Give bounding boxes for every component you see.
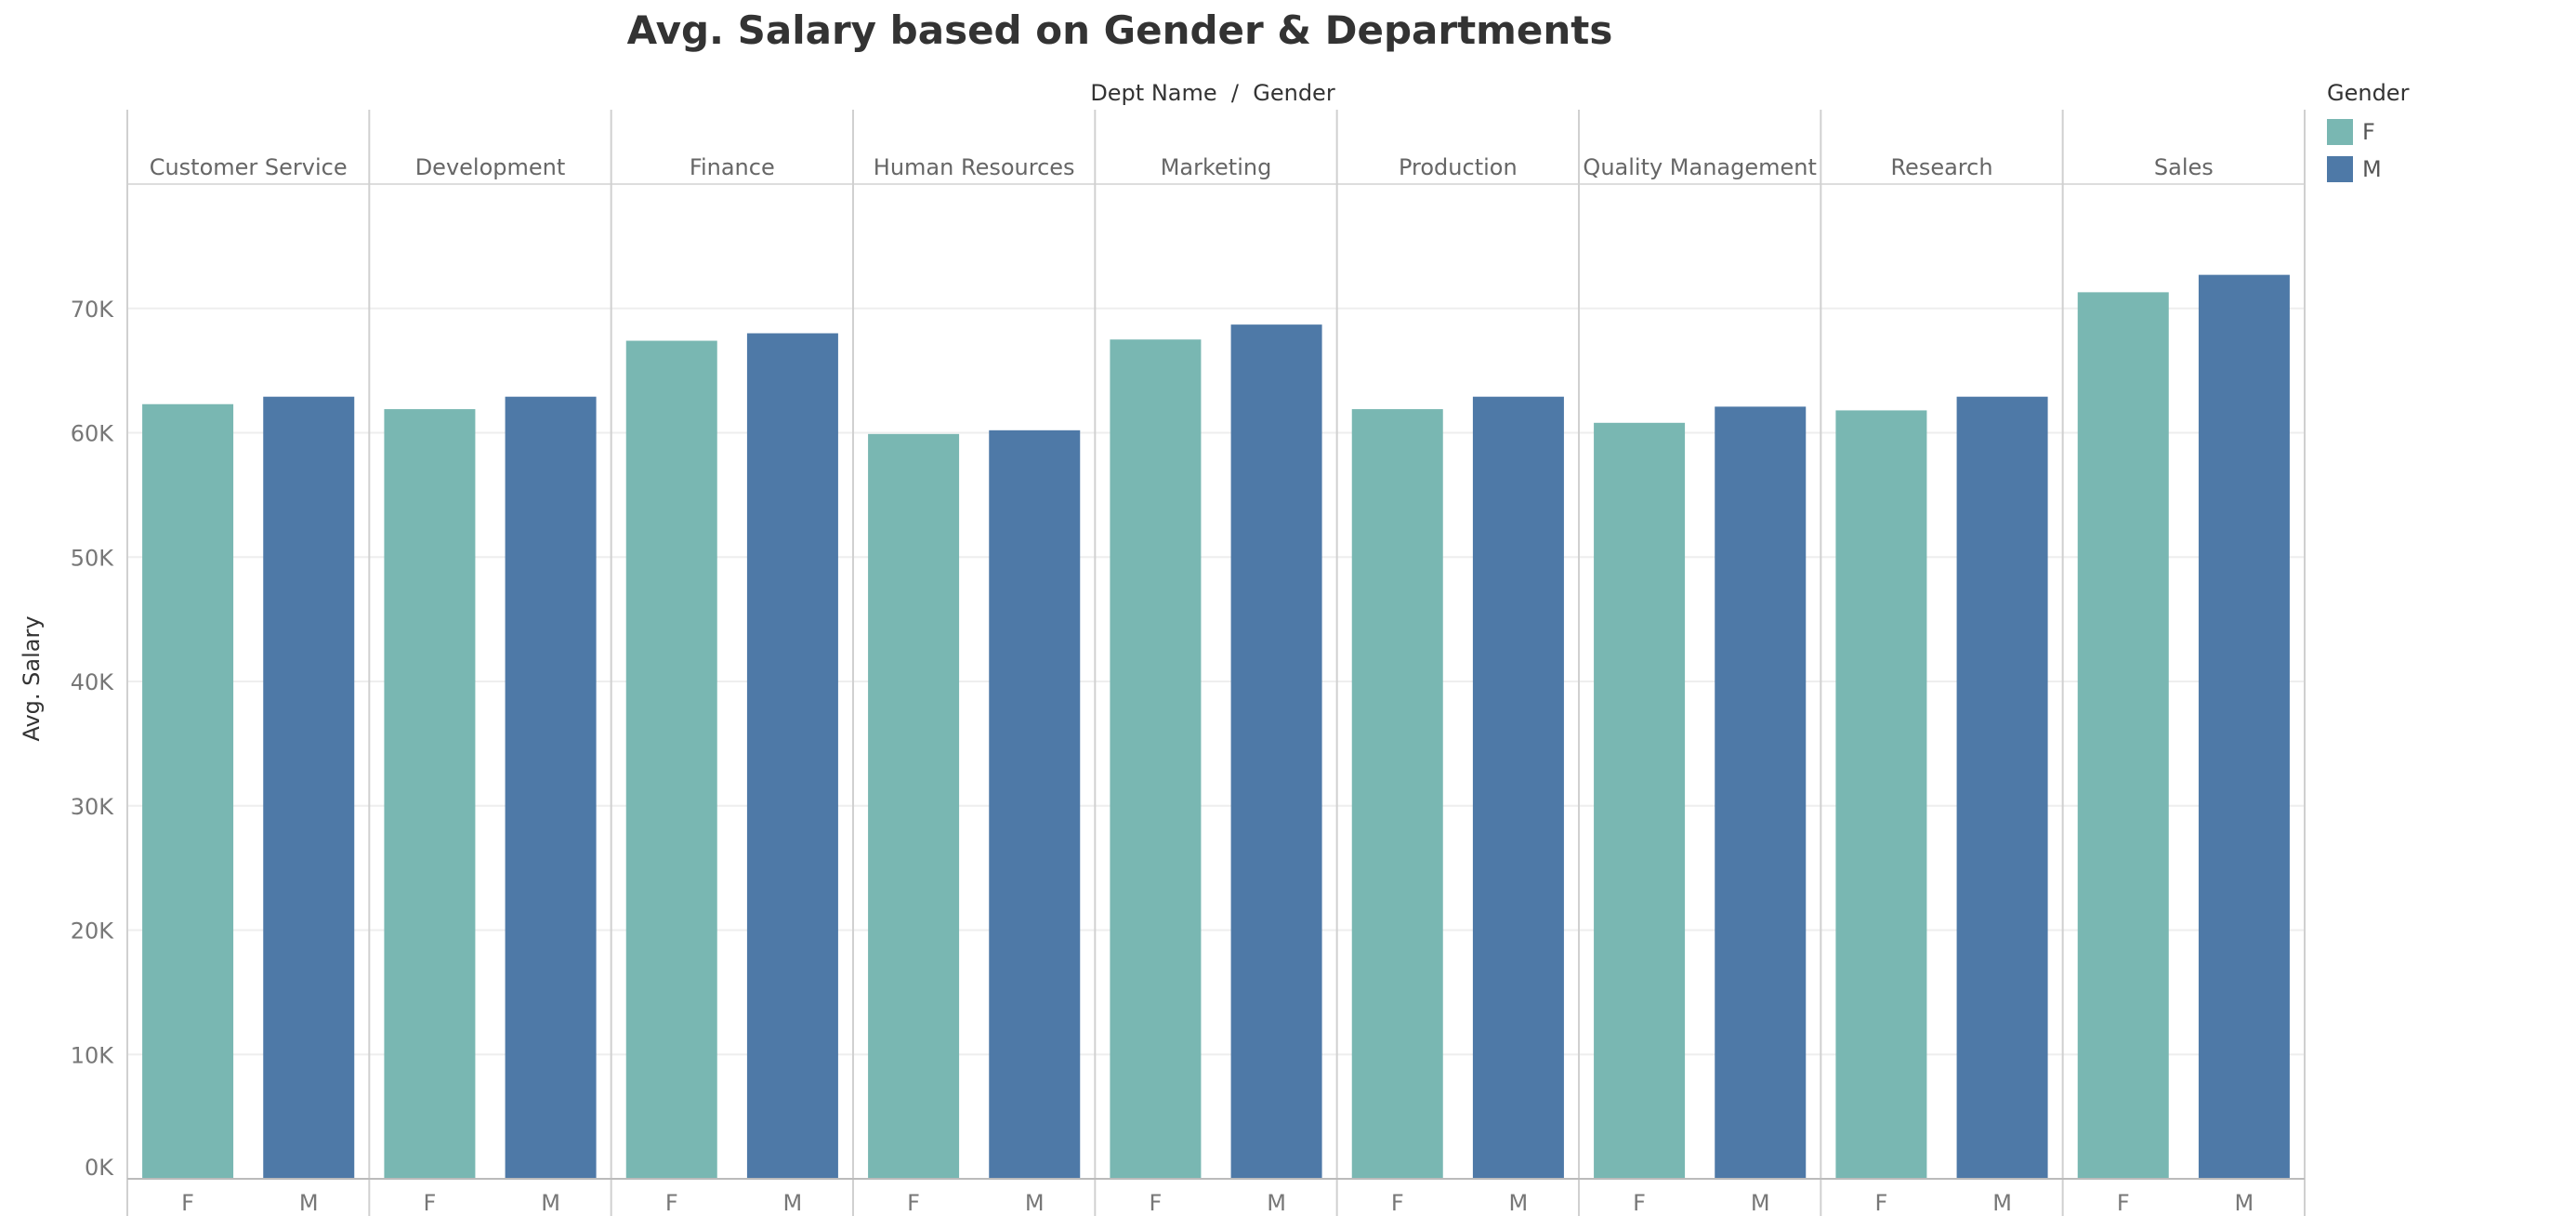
- bar: [746, 333, 838, 1179]
- x-tick-label: F: [424, 1190, 437, 1216]
- y-tick-label: 20K: [71, 919, 115, 945]
- bar: [1956, 396, 2048, 1179]
- x-tick-label: M: [1025, 1190, 1045, 1216]
- header-label: Dept Name / Gender: [1090, 80, 1335, 106]
- x-tick-label: M: [2235, 1190, 2254, 1216]
- bar: [263, 396, 355, 1179]
- dept-header-label: Development: [415, 154, 566, 180]
- bars-layer: [142, 274, 2290, 1180]
- x-tick-label: F: [2117, 1190, 2130, 1216]
- bar: [1110, 339, 1202, 1179]
- bar: [1594, 422, 1686, 1179]
- legend-item-f[interactable]: F: [2327, 113, 2409, 151]
- bar: [625, 340, 717, 1179]
- x-tick-label: F: [1633, 1190, 1646, 1216]
- x-tick-label: F: [181, 1190, 194, 1216]
- bar: [1472, 396, 1564, 1179]
- x-tick-label: F: [1875, 1190, 1888, 1216]
- y-tick-label: 60K: [71, 421, 115, 447]
- x-tick-label: F: [1150, 1190, 1163, 1216]
- legend-item-m[interactable]: M: [2327, 151, 2409, 188]
- dept-header-label: Customer Service: [150, 154, 348, 180]
- x-tick-label: M: [1267, 1190, 1286, 1216]
- y-tick-label: 40K: [71, 669, 115, 695]
- chart-title: Avg. Salary based on Gender & Department…: [626, 7, 1613, 53]
- y-axis-label: Avg. Salary: [19, 615, 45, 741]
- legend-label-f: F: [2362, 119, 2375, 145]
- x-tick-label: F: [665, 1190, 678, 1216]
- x-tick-label: F: [907, 1190, 920, 1216]
- legend-swatch-m: [2327, 156, 2353, 182]
- y-tick-label: 50K: [71, 545, 115, 571]
- y-tick-label: 10K: [71, 1042, 115, 1068]
- legend-swatch-f: [2327, 119, 2353, 145]
- x-tick-label: M: [783, 1190, 803, 1216]
- bar: [1351, 409, 1443, 1179]
- grid-layer: [126, 110, 2306, 1216]
- x-tick-label: F: [1391, 1190, 1404, 1216]
- dept-header-label: Research: [1890, 154, 1992, 180]
- dept-header-label: Marketing: [1161, 154, 1272, 180]
- y-tick-label: 0K: [85, 1155, 114, 1181]
- axis-layer: 0K 10K 20K 30K 40K 50K 60K 70K Customer Service F…: [71, 154, 2305, 1216]
- x-tick-label: M: [541, 1190, 560, 1216]
- bar: [1230, 324, 1322, 1179]
- dept-header-label: Production: [1399, 154, 1518, 180]
- bar: [1715, 406, 1807, 1180]
- x-tick-label: M: [1509, 1190, 1529, 1216]
- bar: [2077, 292, 2169, 1179]
- bar: [989, 430, 1081, 1179]
- bar: [142, 403, 234, 1179]
- dept-header-label: Human Resources: [874, 154, 1075, 180]
- bar: [384, 409, 476, 1179]
- bar: [868, 433, 960, 1179]
- legend: Gender F M: [2327, 80, 2409, 188]
- dept-header-label: Sales: [2154, 154, 2214, 180]
- x-tick-label: M: [1751, 1190, 1770, 1216]
- dept-header-label: Finance: [690, 154, 775, 180]
- bar: [1835, 410, 1927, 1179]
- x-tick-label: M: [1992, 1190, 2012, 1216]
- dept-header-label: Quality Management: [1583, 154, 1816, 180]
- bar: [2198, 274, 2290, 1179]
- legend-label-m: M: [2362, 156, 2382, 182]
- x-tick-label: M: [299, 1190, 319, 1216]
- y-tick-label: 70K: [71, 297, 115, 323]
- bar: [505, 396, 597, 1179]
- legend-title: Gender: [2327, 80, 2410, 106]
- y-tick-label: 30K: [71, 794, 115, 820]
